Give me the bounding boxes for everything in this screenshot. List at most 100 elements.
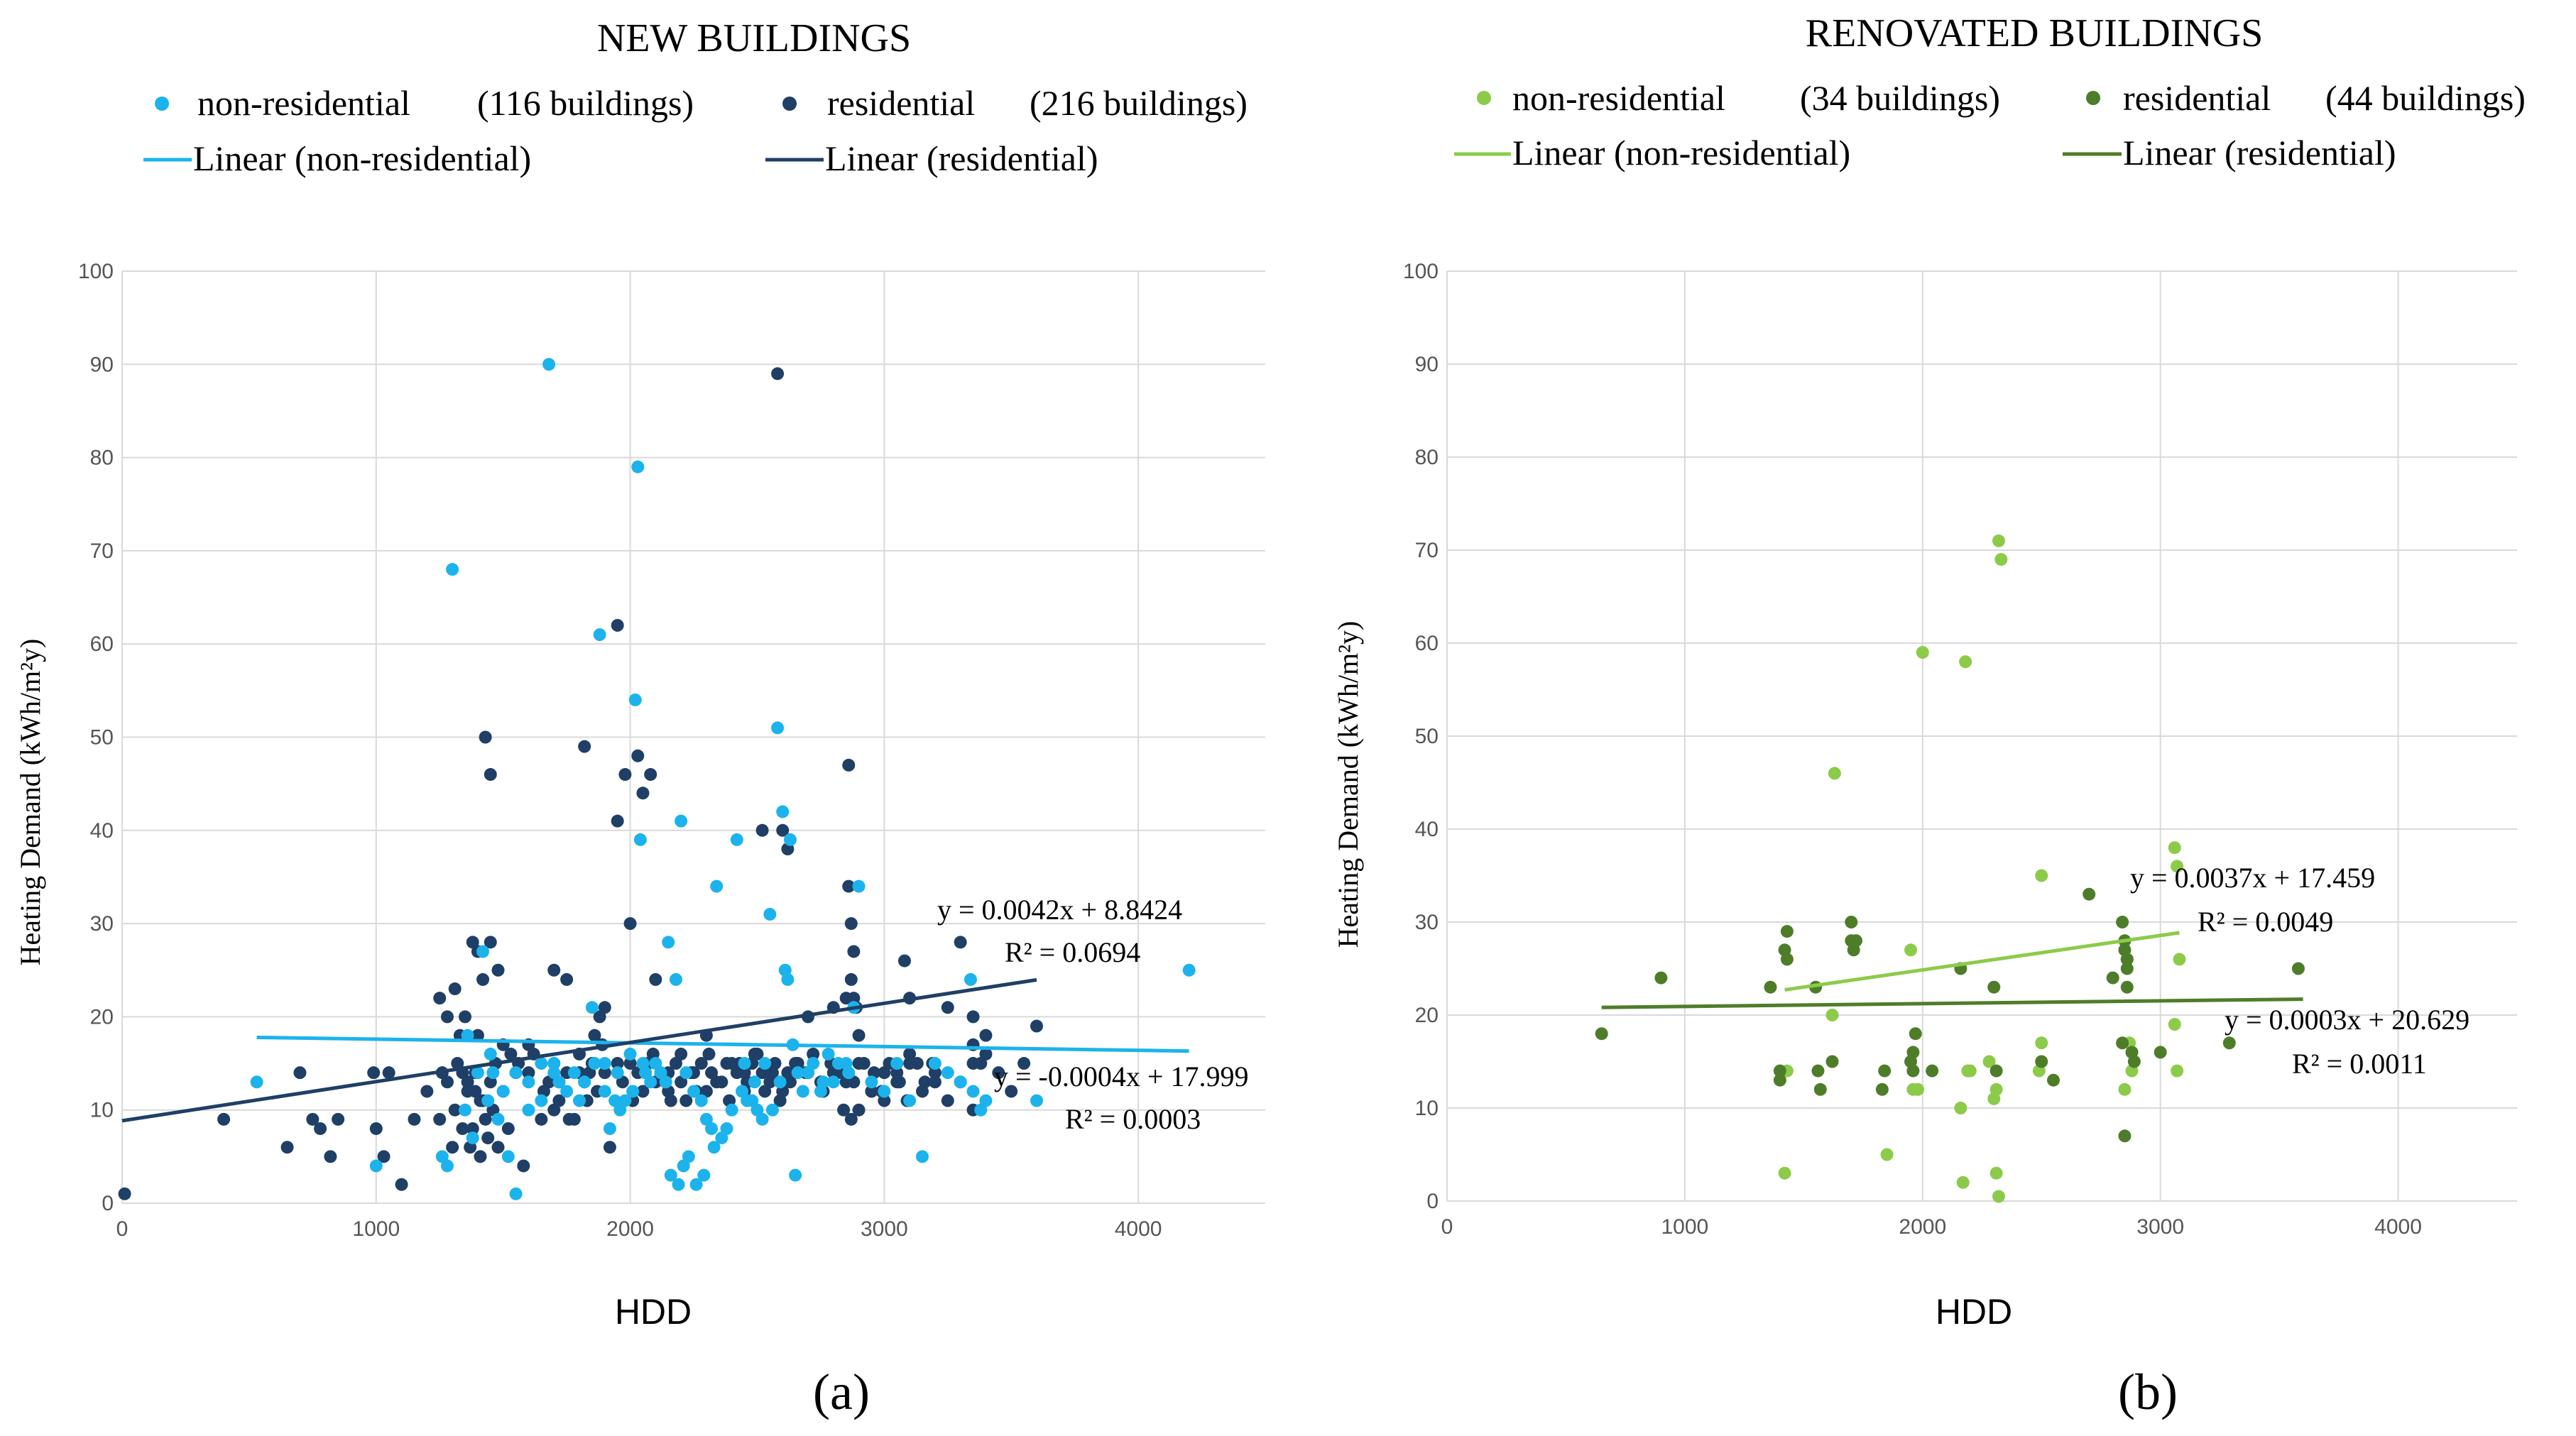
point-a-res <box>831 1066 845 1080</box>
legend-a-res-label: residential <box>827 83 975 123</box>
point-b-res <box>1990 1064 2003 1078</box>
point-a-res <box>332 1112 345 1126</box>
legend-b-nonres-trend-label: Linear (non-residential) <box>1512 133 1850 172</box>
x-tick-label-a: 2000 <box>606 1217 654 1241</box>
point-a-res <box>583 1066 596 1080</box>
point-a-nonres <box>618 1094 632 1107</box>
point-b-res <box>1813 1083 1827 1096</box>
point-a-res <box>476 972 490 986</box>
point-a-res <box>979 1047 993 1060</box>
point-b-res <box>2291 962 2305 975</box>
point-a-res <box>694 1057 708 1070</box>
point-a-res <box>535 1112 548 1126</box>
legend-b-nonres-count: (34 buildings) <box>1800 78 2000 118</box>
point-a-res <box>644 768 657 782</box>
point-a-nonres <box>765 1103 779 1117</box>
point-a-nonres <box>758 1057 772 1070</box>
y-tick-label-b: 40 <box>1415 818 1439 841</box>
point-a-nonres <box>890 1057 904 1070</box>
point-a-res <box>459 1010 471 1024</box>
point-a-nonres <box>687 1085 700 1098</box>
point-a-res <box>484 936 497 949</box>
point-a-res <box>466 936 479 949</box>
panel-a-res-equation: y = 0.0042x + 8.8424 <box>937 894 1182 926</box>
point-a-res <box>941 1001 954 1014</box>
point-a-nonres <box>573 1094 586 1107</box>
y-tick-label-b: 30 <box>1415 911 1439 934</box>
point-b-nonres <box>1911 1083 1925 1096</box>
point-a-nonres <box>628 693 642 706</box>
panel-a-y-axis-title: Heating Demand (kWh/m²y) <box>14 639 46 966</box>
point-a-res <box>669 1057 682 1070</box>
point-b-nonres <box>1956 1175 1970 1189</box>
point-a-res <box>408 1112 421 1126</box>
point-a-res <box>611 814 624 828</box>
point-b-res <box>1906 1064 1920 1078</box>
point-a-res <box>618 768 632 782</box>
legend-b-nonres-label: non-residential <box>1512 78 1725 118</box>
x-tick-label-b: 3000 <box>2136 1215 2184 1239</box>
point-a-res <box>598 1066 611 1080</box>
point-b-res <box>1825 1055 1839 1068</box>
point-b-res <box>1909 1027 1922 1041</box>
point-a-nonres <box>461 1029 474 1042</box>
point-a-res <box>552 1094 566 1107</box>
point-b-res <box>1654 971 1668 985</box>
y-tick-label-b: 90 <box>1415 353 1439 376</box>
point-a-nonres <box>831 1057 845 1070</box>
point-a-res <box>474 1150 487 1163</box>
point-a-nonres <box>496 1085 510 1098</box>
point-a-nonres <box>741 1094 754 1107</box>
point-a-res <box>522 1066 535 1080</box>
point-a-nonres <box>755 1112 769 1126</box>
point-a-res <box>367 1066 381 1080</box>
point-a-nonres <box>817 1075 830 1089</box>
point-a-res <box>1005 1085 1018 1098</box>
point-a-res <box>578 740 591 753</box>
point-a-res <box>1030 1019 1043 1033</box>
point-a-nonres <box>783 833 797 846</box>
point-b-res <box>2116 916 2129 928</box>
y-tick-label-a: 40 <box>90 819 114 843</box>
point-b-nonres <box>1992 1190 2005 1203</box>
point-a-res <box>542 1075 556 1089</box>
point-b-nonres <box>1828 767 1841 780</box>
point-b-nonres <box>1778 1166 1791 1180</box>
point-b-res <box>1595 1027 1608 1041</box>
point-a-res <box>897 954 911 968</box>
point-b-nonres <box>1992 534 2005 547</box>
point-b-nonres <box>2173 953 2186 966</box>
point-a-nonres <box>633 833 647 846</box>
trendline-a-res <box>121 977 1037 1123</box>
legend-a-res-marker <box>782 97 797 111</box>
point-a-nonres <box>552 1075 566 1089</box>
point-a-nonres <box>501 1150 515 1163</box>
point-a-nonres <box>1182 963 1196 977</box>
point-a-res <box>992 1066 1005 1080</box>
y-tick-label-a: 30 <box>90 912 114 936</box>
point-a-res <box>448 982 462 996</box>
y-tick-label-b: 80 <box>1415 446 1439 469</box>
point-a-res <box>598 1001 611 1014</box>
trendline-b-nonres <box>1784 931 2180 992</box>
point-a-res <box>217 1112 231 1126</box>
panel-b-res-r2: R² = 0.0011 <box>2292 1048 2427 1080</box>
point-a-res <box>324 1150 337 1163</box>
legend-a-nonres-trend-label: Linear (non-residential) <box>193 138 531 178</box>
panel-b-nonres-r2: R² = 0.0049 <box>2198 906 2333 938</box>
point-a-nonres <box>725 1103 738 1117</box>
point-a-nonres <box>542 358 556 371</box>
point-a-nonres <box>796 1085 809 1098</box>
point-b-res <box>1780 953 1794 966</box>
point-a-nonres <box>682 1150 695 1163</box>
point-a-res <box>491 963 505 977</box>
point-a-res <box>611 1057 624 1070</box>
point-a-nonres <box>773 1075 787 1089</box>
point-a-res <box>451 1057 464 1070</box>
point-a-nonres <box>567 1066 581 1080</box>
point-a-res <box>705 1066 719 1080</box>
point-a-nonres <box>771 721 785 735</box>
point-a-nonres <box>623 1047 637 1060</box>
point-a-nonres <box>662 936 675 949</box>
point-a-nonres <box>522 1103 535 1117</box>
